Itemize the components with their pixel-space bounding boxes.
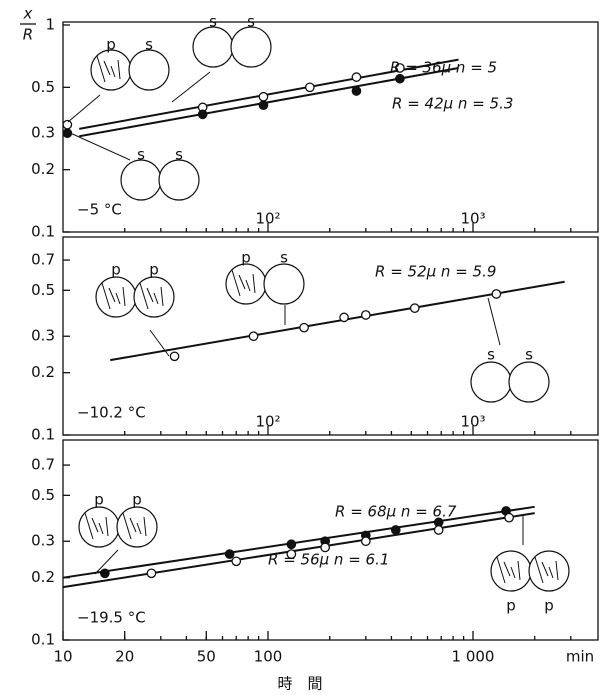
data-point <box>306 83 314 91</box>
data-point <box>225 550 233 558</box>
y-tick-label: 0.3 <box>31 532 55 550</box>
particle-label: s <box>487 346 495 364</box>
y-tick-label: 0.5 <box>31 78 55 96</box>
series-label: R = 56μ n = 6.1 <box>268 551 389 569</box>
data-point <box>492 290 500 298</box>
arrow <box>488 298 500 345</box>
particle <box>264 264 304 304</box>
data-point <box>147 569 155 577</box>
y-tick-label: 1 <box>45 16 55 34</box>
data-point <box>287 540 295 548</box>
particle-label: p <box>132 491 142 509</box>
series-label: R = 36μ n = 5 <box>390 59 497 77</box>
arrow <box>68 95 100 122</box>
data-point <box>340 313 348 321</box>
particle-label: s <box>247 13 255 31</box>
y-tick-label: 0.2 <box>31 568 55 586</box>
series-label: R = 42μ n = 5.3 <box>392 95 513 113</box>
x-tick-label: 10 <box>53 648 72 666</box>
y-tick-label: 0.2 <box>31 160 55 178</box>
data-point <box>505 513 513 521</box>
x-tick-label: 1 000 <box>452 648 495 666</box>
x-tick-label: 10³ <box>460 210 485 228</box>
y-tick-label: 0.3 <box>31 124 55 142</box>
particle-label: s <box>209 13 217 31</box>
particle <box>129 50 169 90</box>
data-point <box>63 120 71 128</box>
data-point <box>198 110 206 118</box>
particle-label: p <box>544 597 554 615</box>
figure: 0.1 0.2 0.3 0.5 1 10² 10³ −5 °C xR R = 36μ n = 5 R… <box>0 0 608 695</box>
particle-label: p <box>149 261 159 279</box>
data-point <box>362 537 370 545</box>
particle-label: s <box>525 346 533 364</box>
x-unit: min <box>566 648 594 666</box>
particle-label: p <box>94 491 104 509</box>
x-tick-label: 10² <box>255 210 280 228</box>
y-tick-label: 0.1 <box>31 631 55 649</box>
y-tick-label: 0.1 <box>31 426 55 444</box>
y-tick-label: 0.1 <box>31 223 55 241</box>
particle-label: s <box>137 146 145 164</box>
y-label-bottom: R <box>23 26 33 44</box>
data-point <box>232 557 240 565</box>
data-point <box>259 101 267 109</box>
data-point <box>411 304 419 312</box>
arrow <box>172 72 210 102</box>
data-point <box>392 526 400 534</box>
temperature-label: −10.2 °C <box>77 404 146 422</box>
data-point <box>362 311 370 319</box>
y-tick-label: 0.2 <box>31 363 55 381</box>
x-tick-label: 10³ <box>460 413 485 431</box>
data-point <box>170 352 178 360</box>
y-tick-label: 0.5 <box>31 281 55 299</box>
series-label: R = 68μ n = 6.7 <box>335 503 457 521</box>
x-tick-label: 50 <box>197 648 216 666</box>
y-tick-label: 0.5 <box>31 486 55 504</box>
particle-label: s <box>145 36 153 54</box>
particle <box>121 160 161 200</box>
particle <box>159 160 199 200</box>
data-point <box>259 93 267 101</box>
particle-label: p <box>506 597 516 615</box>
data-point <box>352 73 360 81</box>
data-point <box>434 526 442 534</box>
particle-label: s <box>175 146 183 164</box>
particle-label: p <box>106 36 116 54</box>
x-tick-label: 100 <box>254 648 283 666</box>
y-tick-label: 0.3 <box>31 327 55 345</box>
temperature-label: −5 °C <box>77 201 122 219</box>
data-point <box>300 323 308 331</box>
series-label: R = 52μ n = 5.9 <box>375 263 496 281</box>
particle-label: s <box>280 249 288 267</box>
data-point <box>101 569 109 577</box>
data-point <box>352 87 360 95</box>
particle <box>231 27 271 67</box>
x-tick-label: 10² <box>255 413 280 431</box>
data-point <box>396 75 404 83</box>
particle-label: p <box>111 261 121 279</box>
y-tick-label: 0.7 <box>31 456 55 474</box>
arrow <box>68 132 130 160</box>
particle-label: p <box>241 249 251 267</box>
particle <box>509 362 549 402</box>
y-tick-label: 0.7 <box>31 251 55 269</box>
particle <box>193 27 233 67</box>
temperature-label: −19.5 °C <box>77 609 146 627</box>
x-label: 時 間 <box>277 675 322 693</box>
x-tick-label: 20 <box>115 648 134 666</box>
data-point <box>249 332 257 340</box>
particle <box>471 362 511 402</box>
y-label-top: x <box>23 5 33 23</box>
